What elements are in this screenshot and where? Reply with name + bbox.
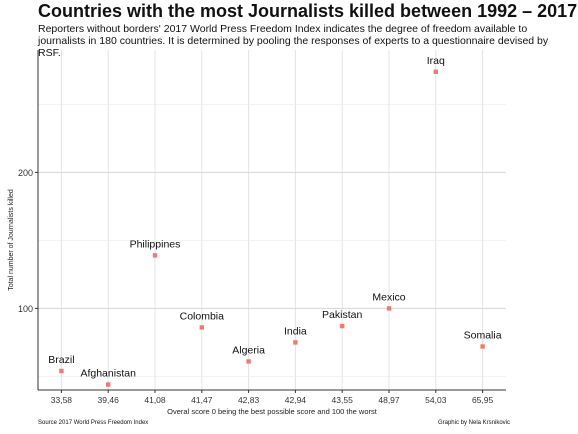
x-tick-label: 41,08 — [144, 395, 166, 405]
data-point — [152, 253, 158, 258]
data-label: Brazil — [48, 354, 74, 366]
data-label: Pakistan — [322, 309, 362, 321]
data-point — [340, 323, 345, 329]
chart-title: Countries with the most Journalists kill… — [38, 1, 578, 21]
source-note: Source 2017 World Press Freedom Index — [38, 420, 149, 426]
data-label: India — [284, 325, 307, 337]
chart-subtitle: Reporters without borders' 2017 World Pr… — [38, 23, 549, 59]
data-point — [293, 340, 298, 345]
x-tick-label: 54,03 — [425, 395, 447, 405]
data-point — [386, 306, 392, 311]
data-label: Mexico — [372, 291, 405, 303]
x-tick-label: 42,94 — [285, 395, 307, 405]
data-label: Iraq — [427, 55, 445, 67]
data-point — [246, 359, 251, 364]
data-point — [433, 69, 438, 74]
credit-note: Graphic by Nela Krsnikovic — [437, 420, 510, 426]
y-tick-label: 200 — [18, 168, 33, 178]
y-axis-title: Total number of Journalists killed — [8, 189, 15, 291]
x-tick-label: 39,46 — [98, 395, 120, 405]
x-axis-title: Overal score 0 being the best possible s… — [167, 407, 378, 416]
data-point — [199, 325, 204, 330]
data-label: Colombia — [180, 310, 225, 322]
data-label: Somalia — [464, 329, 502, 341]
data-label: Algeria — [232, 344, 265, 356]
data-label: Philippines — [130, 238, 181, 250]
x-tick-label: 33,58 — [51, 395, 73, 405]
data-point — [480, 344, 485, 349]
data-point — [59, 368, 64, 374]
x-tick-label: 41,47 — [191, 395, 213, 405]
y-tick-label: 100 — [18, 304, 33, 314]
x-tick-label: 43,55 — [332, 395, 354, 405]
x-tick-label: 42,83 — [238, 395, 260, 405]
data-point — [106, 382, 111, 387]
x-tick-label: 65,95 — [472, 395, 494, 405]
data-label: Afghanistan — [80, 368, 136, 380]
x-tick-label: 48,97 — [378, 395, 400, 405]
